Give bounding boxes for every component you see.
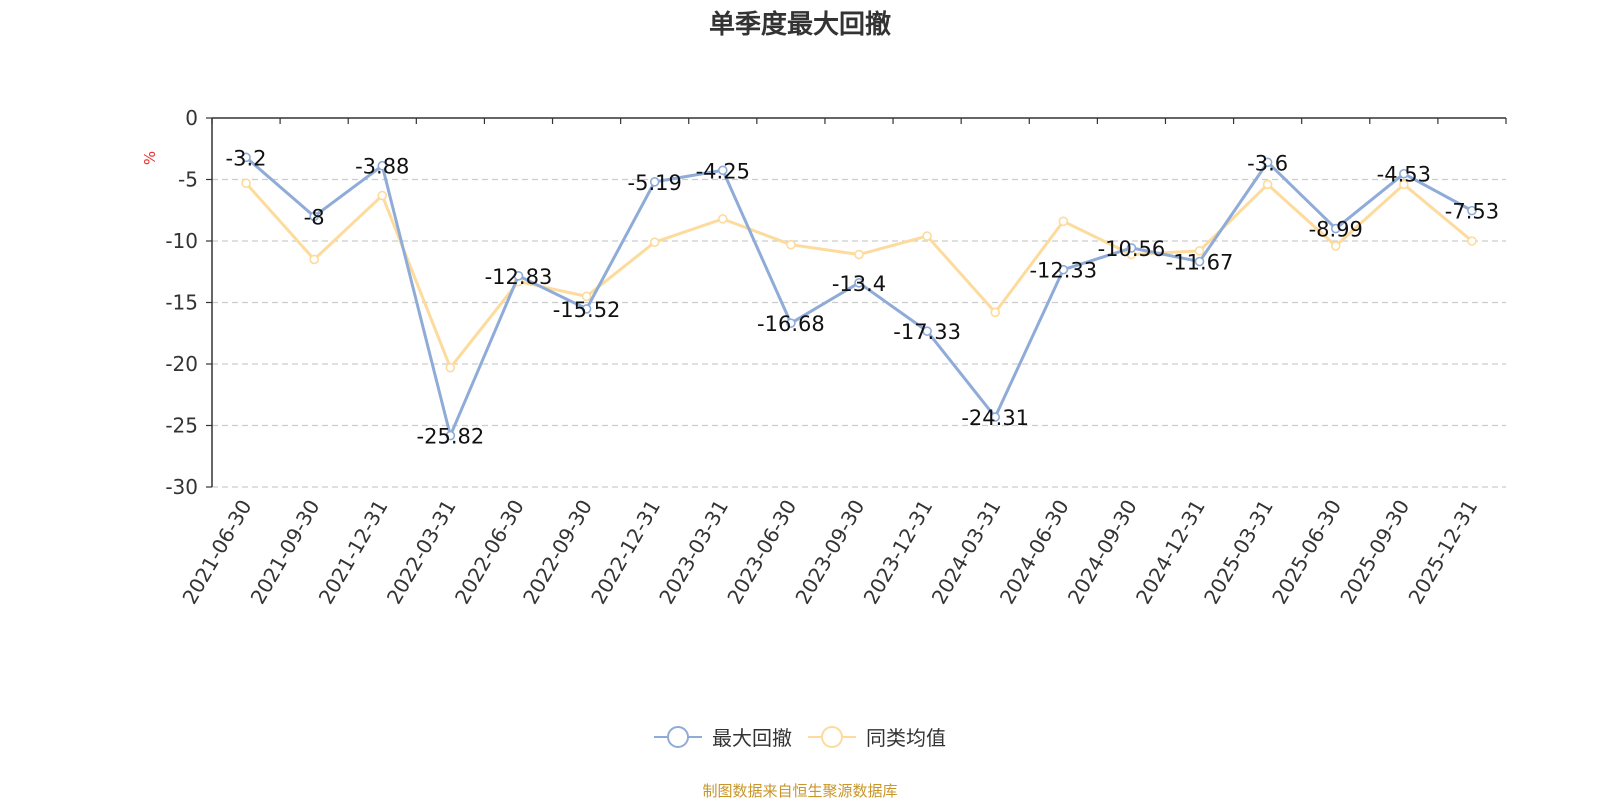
data-point xyxy=(649,177,660,187)
legend-label: 同类均值 xyxy=(866,726,946,750)
data-point xyxy=(1399,179,1409,190)
x-tick-label: 2023-03-31 xyxy=(654,496,733,609)
x-tick-label: 2024-06-30 xyxy=(995,496,1074,609)
data-label: -8 xyxy=(304,205,325,229)
x-tick-label: 2023-12-31 xyxy=(859,496,938,609)
data-point xyxy=(1058,264,1069,275)
x-tick-label: 2021-12-31 xyxy=(314,496,393,609)
data-point xyxy=(786,318,796,328)
y-axis-unit-label: % xyxy=(141,151,159,165)
x-tick-label: 2022-03-31 xyxy=(382,496,461,609)
data-point xyxy=(717,165,728,176)
data-point xyxy=(241,152,251,163)
data-point xyxy=(445,362,456,373)
x-tick-label: 2024-03-31 xyxy=(927,496,1006,609)
data-point xyxy=(1399,168,1409,179)
data-point xyxy=(1126,243,1137,253)
data-label: -3.88 xyxy=(355,155,409,179)
legend-item[interactable]: 最大回撤 xyxy=(654,722,792,751)
x-tick-label: 2021-06-30 xyxy=(177,496,256,609)
legend-item[interactable]: 同类均值 xyxy=(808,722,946,751)
data-label: -25.82 xyxy=(417,425,485,449)
label-layer: -3.2 -8 -3.88 -25.82 -12.83-15.52 -5.19 -4.25 -… xyxy=(226,146,1500,448)
data-point xyxy=(1194,256,1205,267)
data-point xyxy=(377,190,388,201)
y-tick-label: -25 xyxy=(165,414,198,438)
data-label: -12.33 xyxy=(1029,259,1097,283)
x-tick-label: 2022-06-30 xyxy=(450,496,529,609)
y-tick-label: -15 xyxy=(165,291,198,315)
source-note: 制图数据来自恒生聚源数据库 xyxy=(702,782,898,800)
x-tick-label: 2022-09-30 xyxy=(518,496,597,609)
data-point xyxy=(1467,236,1477,246)
data-point xyxy=(309,254,319,265)
x-tick-label: 2024-09-30 xyxy=(1063,496,1142,609)
data-point xyxy=(1058,216,1069,227)
data-point xyxy=(922,326,932,336)
data-point xyxy=(445,430,456,441)
data-label: -12.83 xyxy=(485,265,553,289)
data-point xyxy=(990,307,1001,318)
legend-label: 最大回撤 xyxy=(712,726,792,750)
data-label: -10.56 xyxy=(1098,237,1166,261)
y-tick-label: -10 xyxy=(165,229,198,253)
data-label: -17.33 xyxy=(893,320,961,344)
data-point xyxy=(377,160,388,171)
data-label: -16.68 xyxy=(757,312,825,336)
x-tick-label: 2022-12-31 xyxy=(586,496,665,609)
data-point xyxy=(309,211,319,222)
data-point xyxy=(581,304,592,314)
series-line xyxy=(245,156,1473,438)
data-label: -4.53 xyxy=(1377,163,1431,187)
x-tick-label: 2024-12-31 xyxy=(1131,496,1210,609)
data-point xyxy=(1467,205,1477,216)
data-point xyxy=(990,412,1001,422)
data-point xyxy=(581,291,592,302)
data-point xyxy=(1194,246,1205,256)
data-point xyxy=(1330,223,1341,234)
data-label: -4.25 xyxy=(696,159,750,183)
data-point xyxy=(922,231,932,241)
data-label: -5.19 xyxy=(628,171,682,195)
data-point xyxy=(717,214,728,224)
data-point xyxy=(1330,241,1341,251)
legend: 最大回撤 同类均值 xyxy=(0,722,1600,755)
data-label: -3.2 xyxy=(226,146,267,170)
grid-layer xyxy=(212,178,1506,488)
data-point xyxy=(786,239,796,250)
legend-marker-icon xyxy=(654,725,702,748)
x-tick-label: 2023-06-30 xyxy=(722,496,801,609)
data-label: -11.67 xyxy=(1166,251,1234,275)
data-label: -24.31 xyxy=(961,406,1029,430)
data-point xyxy=(513,271,524,281)
chart-title: 单季度最大回撤 xyxy=(708,10,891,40)
data-point xyxy=(1262,157,1273,168)
data-label: -7.53 xyxy=(1445,200,1499,224)
y-tick-label: -20 xyxy=(165,352,198,376)
x-tick-label: 2025-03-31 xyxy=(1199,496,1278,609)
series-layer xyxy=(241,152,1477,441)
data-point xyxy=(1262,179,1273,190)
x-tick-label: 2023-09-30 xyxy=(790,496,869,609)
axis-layer: 0-5-10-15-20-25-30%2021-06-302021-09-302… xyxy=(141,106,1507,609)
data-label: -8.99 xyxy=(1309,218,1363,242)
data-label: -3.6 xyxy=(1247,151,1288,175)
x-tick-label: 2025-06-30 xyxy=(1267,496,1346,609)
data-label: -15.52 xyxy=(553,298,621,322)
data-point xyxy=(649,237,660,248)
y-tick-label: 0 xyxy=(185,106,198,130)
y-tick-label: -5 xyxy=(178,168,198,192)
x-tick-label: 2021-09-30 xyxy=(246,496,325,609)
data-point xyxy=(241,178,251,188)
x-tick-label: 2025-09-30 xyxy=(1335,496,1414,609)
x-tick-label: 2025-12-31 xyxy=(1403,496,1482,609)
data-label: -13.4 xyxy=(832,272,886,296)
legend-marker-icon xyxy=(808,725,856,748)
y-tick-label: -30 xyxy=(165,475,198,499)
data-point xyxy=(854,249,864,260)
data-point xyxy=(854,278,864,288)
